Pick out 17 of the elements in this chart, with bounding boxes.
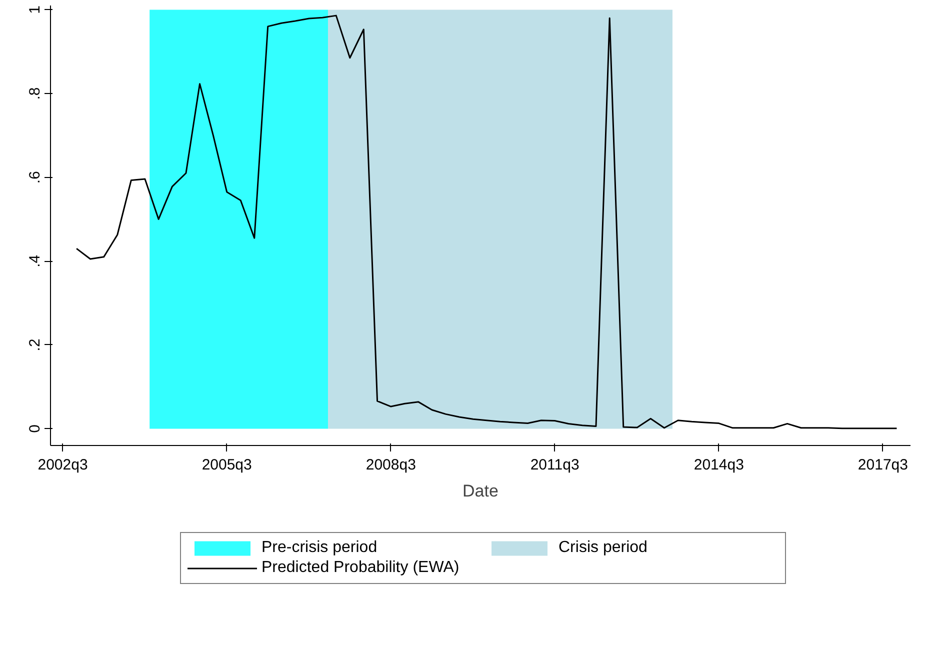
x-tick-label: 2011q3 bbox=[530, 456, 580, 474]
y-tick-label: .2 bbox=[26, 338, 44, 352]
x-tick-label: 2002q3 bbox=[38, 456, 88, 474]
line-series bbox=[76, 14, 898, 430]
x-tick-label: 2014q3 bbox=[694, 456, 744, 474]
x-tick-label: 2008q3 bbox=[366, 456, 416, 474]
x-tick-label: 2005q3 bbox=[202, 456, 252, 474]
y-tick-label: 1 bbox=[26, 6, 44, 14]
x-axis-title: Date bbox=[462, 482, 498, 500]
legend-label: Predicted Probability (EWA) bbox=[262, 559, 460, 577]
y-tick-label: .6 bbox=[26, 171, 44, 184]
legend-label: Pre-crisis period bbox=[262, 539, 378, 557]
y-tick-label: .8 bbox=[26, 87, 44, 100]
y-tick-label: .4 bbox=[26, 254, 44, 268]
x-tick-label: 2017q3 bbox=[858, 456, 908, 474]
legend-label: Crisis period bbox=[558, 539, 648, 557]
y-tick-label: 0 bbox=[26, 424, 44, 433]
